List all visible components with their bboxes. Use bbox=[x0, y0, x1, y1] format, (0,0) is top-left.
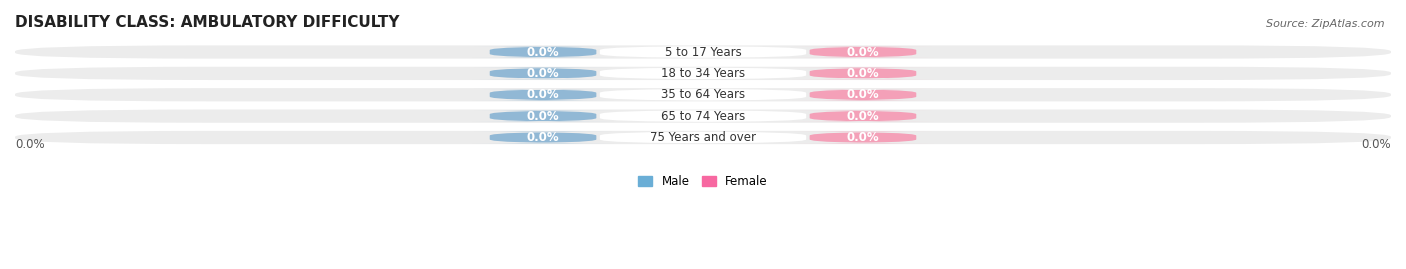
FancyBboxPatch shape bbox=[15, 67, 1391, 80]
Text: 35 to 64 Years: 35 to 64 Years bbox=[661, 88, 745, 101]
FancyBboxPatch shape bbox=[472, 132, 613, 143]
Text: 0.0%: 0.0% bbox=[527, 67, 560, 80]
FancyBboxPatch shape bbox=[15, 45, 1391, 59]
Text: 0.0%: 0.0% bbox=[527, 88, 560, 101]
Text: 0.0%: 0.0% bbox=[846, 110, 879, 123]
FancyBboxPatch shape bbox=[15, 131, 1391, 144]
Legend: Male, Female: Male, Female bbox=[634, 171, 772, 193]
FancyBboxPatch shape bbox=[793, 46, 934, 58]
FancyBboxPatch shape bbox=[15, 109, 1391, 123]
FancyBboxPatch shape bbox=[600, 68, 806, 79]
Text: 0.0%: 0.0% bbox=[527, 45, 560, 58]
Text: 0.0%: 0.0% bbox=[15, 138, 45, 151]
Text: 0.0%: 0.0% bbox=[846, 88, 879, 101]
Text: 75 Years and over: 75 Years and over bbox=[650, 131, 756, 144]
Text: 0.0%: 0.0% bbox=[527, 110, 560, 123]
Text: Source: ZipAtlas.com: Source: ZipAtlas.com bbox=[1267, 19, 1385, 29]
Text: 65 to 74 Years: 65 to 74 Years bbox=[661, 110, 745, 123]
FancyBboxPatch shape bbox=[472, 46, 613, 58]
FancyBboxPatch shape bbox=[600, 110, 806, 122]
FancyBboxPatch shape bbox=[793, 110, 934, 122]
Text: DISABILITY CLASS: AMBULATORY DIFFICULTY: DISABILITY CLASS: AMBULATORY DIFFICULTY bbox=[15, 15, 399, 30]
FancyBboxPatch shape bbox=[472, 110, 613, 122]
Text: 18 to 34 Years: 18 to 34 Years bbox=[661, 67, 745, 80]
FancyBboxPatch shape bbox=[600, 46, 806, 58]
Text: 0.0%: 0.0% bbox=[846, 67, 879, 80]
FancyBboxPatch shape bbox=[793, 89, 934, 101]
FancyBboxPatch shape bbox=[600, 89, 806, 101]
FancyBboxPatch shape bbox=[15, 88, 1391, 101]
Text: 0.0%: 0.0% bbox=[527, 131, 560, 144]
FancyBboxPatch shape bbox=[472, 68, 613, 79]
Text: 5 to 17 Years: 5 to 17 Years bbox=[665, 45, 741, 58]
Text: 0.0%: 0.0% bbox=[846, 45, 879, 58]
Text: 0.0%: 0.0% bbox=[1361, 138, 1391, 151]
FancyBboxPatch shape bbox=[472, 89, 613, 101]
FancyBboxPatch shape bbox=[793, 132, 934, 143]
Text: 0.0%: 0.0% bbox=[846, 131, 879, 144]
FancyBboxPatch shape bbox=[793, 68, 934, 79]
FancyBboxPatch shape bbox=[600, 132, 806, 143]
